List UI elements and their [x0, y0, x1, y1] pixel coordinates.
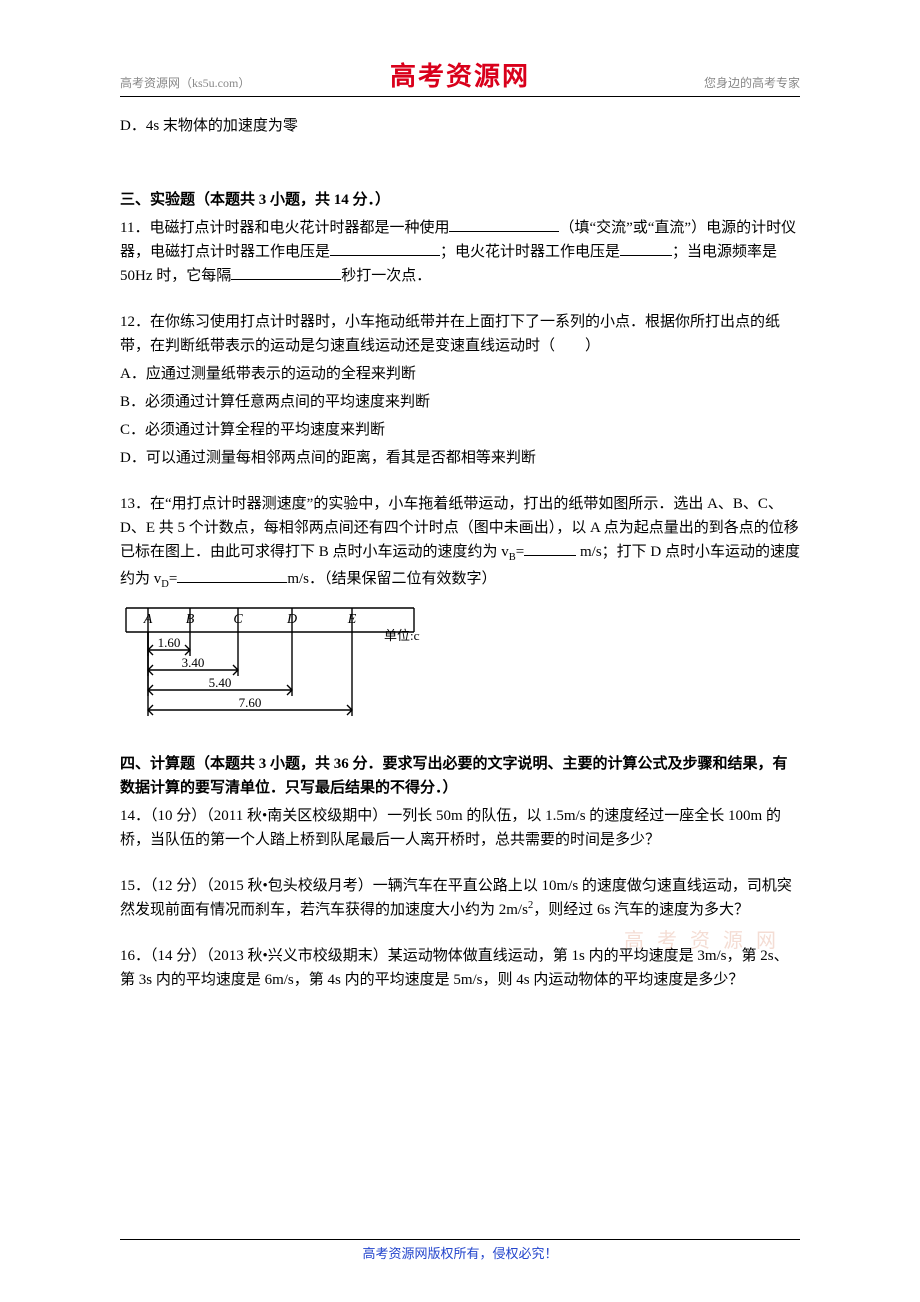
q13-text-e: m/s．（结果保留二位有效数字）	[287, 571, 496, 587]
header-center-logo: 高考资源网	[390, 56, 530, 93]
q12-option-c: C．必须通过计算全程的平均速度来判断	[120, 418, 800, 442]
svg-text:B: B	[186, 612, 195, 627]
question-15: 15．（12 分）（2015 秋•包头校级月考）一辆汽车在平直公路上以 10m/…	[120, 874, 800, 922]
question-12-stem: 12．在你练习使用打点计时器时，小车拖动纸带并在上面打下了一系列的小点．根据你所…	[120, 310, 800, 358]
q13-text-b: =	[516, 544, 524, 560]
question-14: 14．（10 分）（2011 秋•南关区校级期中）一列长 50m 的队伍，以 1…	[120, 804, 800, 852]
header-rule	[120, 96, 800, 97]
svg-text:E: E	[347, 612, 357, 627]
q11-blank-1	[449, 217, 559, 232]
svg-text:5.40: 5.40	[209, 675, 232, 690]
q13-sub-b: B	[509, 552, 516, 563]
q11-blank-4	[231, 265, 341, 280]
q11-text-e: 秒打一次点．	[341, 268, 431, 284]
q11-blank-2	[330, 241, 440, 256]
option-d-prev: D．4s 末物体的加速度为零	[120, 114, 800, 138]
svg-text:1.60: 1.60	[158, 635, 181, 650]
section-4-title: 四、计算题（本题共 3 小题，共 36 分．要求写出必要的文字说明、主要的计算公…	[120, 752, 800, 800]
q11-text-c: ；电火花计时器工作电压是	[440, 244, 620, 260]
svg-text:C: C	[233, 612, 243, 627]
question-13: 13．在“用打点计时器测速度”的实验中，小车拖着纸带运动，打出的纸带如图所示．选…	[120, 492, 800, 594]
q11-blank-3	[620, 241, 672, 256]
footer-text: 高考资源网版权所有，侵权必究！	[362, 1243, 557, 1262]
svg-text:D: D	[286, 612, 297, 627]
svg-text:7.60: 7.60	[239, 695, 262, 710]
q13-blank-2	[177, 568, 287, 583]
q12-option-d: D．可以通过测量每相邻两点间的距离，看其是否都相等来判断	[120, 446, 800, 470]
tape-diagram: A B C D E 单位:cm 1.603.40 5.40 7.60	[120, 602, 420, 730]
question-11: 11．电磁打点计时器和电火花计时器都是一种使用（填“交流”或“直流”）电源的计时…	[120, 216, 800, 288]
page-content: D．4s 末物体的加速度为零 三、实验题（本题共 3 小题，共 14 分．） 1…	[0, 0, 920, 1056]
tape-svg: A B C D E 单位:cm 1.603.40 5.40 7.60	[120, 602, 420, 730]
q13-sub-d: D	[161, 579, 169, 590]
header-right: 您身边的高考专家	[704, 74, 800, 91]
svg-text:3.40: 3.40	[182, 655, 205, 670]
section-3-title: 三、实验题（本题共 3 小题，共 14 分．）	[120, 188, 800, 212]
q13-text-d: =	[169, 571, 177, 587]
svg-text:单位:cm: 单位:cm	[384, 628, 420, 643]
q12-option-b: B．必须通过计算任意两点间的平均速度来判断	[120, 390, 800, 414]
footer-rule	[120, 1239, 800, 1240]
q13-blank-1	[524, 541, 576, 556]
header-left: 高考资源网（ks5u.com）	[120, 74, 250, 91]
watermark: 高 考 资 源 网	[624, 924, 780, 953]
q11-text-a: 11．电磁打点计时器和电火花计时器都是一种使用	[120, 220, 449, 236]
q15-text-b: ，则经过 6s 汽车的速度为多大？	[533, 902, 749, 918]
q12-option-a: A．应通过测量纸带表示的运动的全程来判断	[120, 362, 800, 386]
svg-text:A: A	[143, 612, 153, 627]
